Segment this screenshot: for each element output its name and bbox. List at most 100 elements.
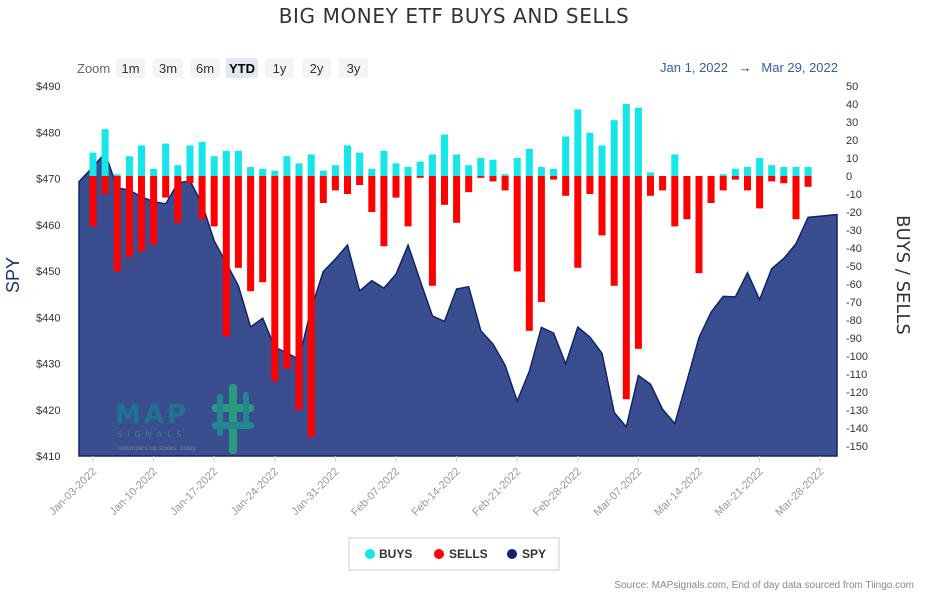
buy-bar[interactable] — [283, 156, 291, 176]
sell-bar[interactable] — [428, 176, 436, 286]
buy-bar[interactable] — [744, 167, 751, 176]
sell-bar[interactable] — [186, 176, 194, 184]
sell-bar[interactable] — [525, 176, 533, 331]
buy-bar[interactable] — [731, 168, 739, 176]
buy-bar[interactable] — [331, 165, 339, 176]
sell-bar[interactable] — [89, 176, 97, 227]
sell-bar[interactable] — [731, 176, 739, 180]
sell-bar[interactable] — [222, 176, 230, 337]
sell-bar[interactable] — [295, 176, 303, 410]
sell-bar[interactable] — [780, 176, 788, 184]
legend-item-buys[interactable]: BUYS — [365, 547, 412, 561]
buy-bar[interactable] — [234, 150, 242, 176]
buy-bar[interactable] — [634, 107, 642, 176]
sell-bar[interactable] — [150, 176, 158, 245]
buy-bar[interactable] — [804, 167, 812, 176]
zoom-button-ytd[interactable]: YTD — [226, 58, 258, 78]
sell-bar[interactable] — [380, 176, 388, 247]
sell-bar[interactable] — [465, 176, 473, 193]
sell-bar[interactable] — [501, 176, 509, 191]
buy-bar[interactable] — [465, 165, 473, 176]
buy-bar[interactable] — [441, 134, 448, 176]
buy-bar[interactable] — [222, 150, 230, 176]
sell-bar[interactable] — [319, 176, 327, 203]
buy-bar[interactable] — [198, 141, 206, 176]
sell-bar[interactable] — [683, 176, 691, 220]
sell-bar[interactable] — [307, 176, 315, 437]
buy-bar[interactable] — [125, 156, 133, 176]
buy-bar[interactable] — [89, 152, 97, 176]
buy-bar[interactable] — [610, 120, 618, 176]
sell-bar[interactable] — [125, 176, 133, 257]
sell-bar[interactable] — [283, 176, 291, 369]
sell-bar[interactable] — [647, 176, 654, 196]
buy-bar[interactable] — [550, 168, 558, 176]
zoom-button-3y[interactable]: 3y — [339, 58, 368, 78]
buy-bar[interactable] — [719, 174, 727, 176]
buy-bar[interactable] — [756, 158, 764, 176]
sell-bar[interactable] — [634, 176, 642, 349]
buy-bar[interactable] — [162, 143, 170, 176]
sell-bar[interactable] — [537, 176, 545, 302]
buy-bar[interactable] — [525, 149, 533, 176]
buy-bar[interactable] — [792, 167, 800, 176]
buy-bar[interactable] — [477, 158, 485, 176]
sell-bar[interactable] — [562, 176, 570, 196]
range-from-input[interactable]: Jan 1, 2022 — [660, 60, 728, 75]
buy-bar[interactable] — [138, 145, 145, 176]
sell-bar[interactable] — [174, 176, 182, 223]
buy-bar[interactable] — [537, 167, 545, 176]
buy-bar[interactable] — [647, 172, 654, 176]
sell-bar[interactable] — [586, 176, 594, 194]
buy-bar[interactable] — [586, 132, 594, 176]
buy-bar[interactable] — [319, 170, 327, 176]
buy-bar[interactable] — [428, 154, 436, 176]
sell-bar[interactable] — [404, 176, 412, 227]
zoom-button-3m[interactable]: 3m — [153, 58, 183, 78]
buy-bar[interactable] — [247, 167, 255, 176]
sell-bar[interactable] — [574, 176, 582, 268]
buy-bar[interactable] — [174, 165, 182, 176]
sell-bar[interactable] — [695, 176, 703, 274]
buy-bar[interactable] — [671, 154, 679, 176]
sell-bar[interactable] — [489, 176, 497, 182]
legend-item-spy[interactable]: SPY — [507, 547, 546, 561]
sell-bar[interactable] — [792, 176, 800, 220]
sell-bar[interactable] — [513, 176, 521, 272]
sell-bar[interactable] — [356, 176, 364, 185]
buy-bar[interactable] — [186, 145, 194, 176]
buy-bar[interactable] — [259, 168, 267, 176]
sell-bar[interactable] — [198, 176, 206, 220]
sell-bar[interactable] — [598, 176, 606, 236]
sell-bar[interactable] — [234, 176, 242, 268]
sell-bar[interactable] — [477, 176, 485, 178]
sell-bar[interactable] — [441, 176, 448, 205]
buy-bar[interactable] — [210, 156, 218, 176]
sell-bar[interactable] — [259, 176, 267, 283]
sell-bar[interactable] — [247, 176, 255, 292]
zoom-button-2y[interactable]: 2y — [302, 58, 331, 78]
sell-bar[interactable] — [138, 176, 145, 252]
sell-bar[interactable] — [101, 176, 109, 194]
zoom-button-6m[interactable]: 6m — [190, 58, 220, 78]
buy-bar[interactable] — [622, 104, 630, 176]
buy-bar[interactable] — [113, 174, 121, 176]
buy-bar[interactable] — [501, 174, 509, 176]
sell-bar[interactable] — [113, 176, 121, 272]
buy-bar[interactable] — [780, 167, 788, 176]
range-to-input[interactable]: Mar 29, 2022 — [761, 60, 838, 75]
sell-bar[interactable] — [331, 176, 339, 191]
sell-bar[interactable] — [744, 176, 751, 191]
buy-bar[interactable] — [562, 136, 570, 176]
zoom-button-1y[interactable]: 1y — [265, 58, 294, 78]
sell-bar[interactable] — [271, 176, 279, 382]
buy-bar[interactable] — [574, 109, 582, 176]
sell-bar[interactable] — [719, 176, 727, 191]
sell-bar[interactable] — [622, 176, 630, 400]
buy-bar[interactable] — [380, 150, 388, 176]
sell-bar[interactable] — [392, 176, 400, 198]
zoom-button-1m[interactable]: 1m — [116, 58, 145, 78]
buy-bar[interactable] — [356, 152, 364, 176]
legend-item-sells[interactable]: SELLS — [434, 547, 488, 561]
sell-bar[interactable] — [162, 176, 170, 198]
